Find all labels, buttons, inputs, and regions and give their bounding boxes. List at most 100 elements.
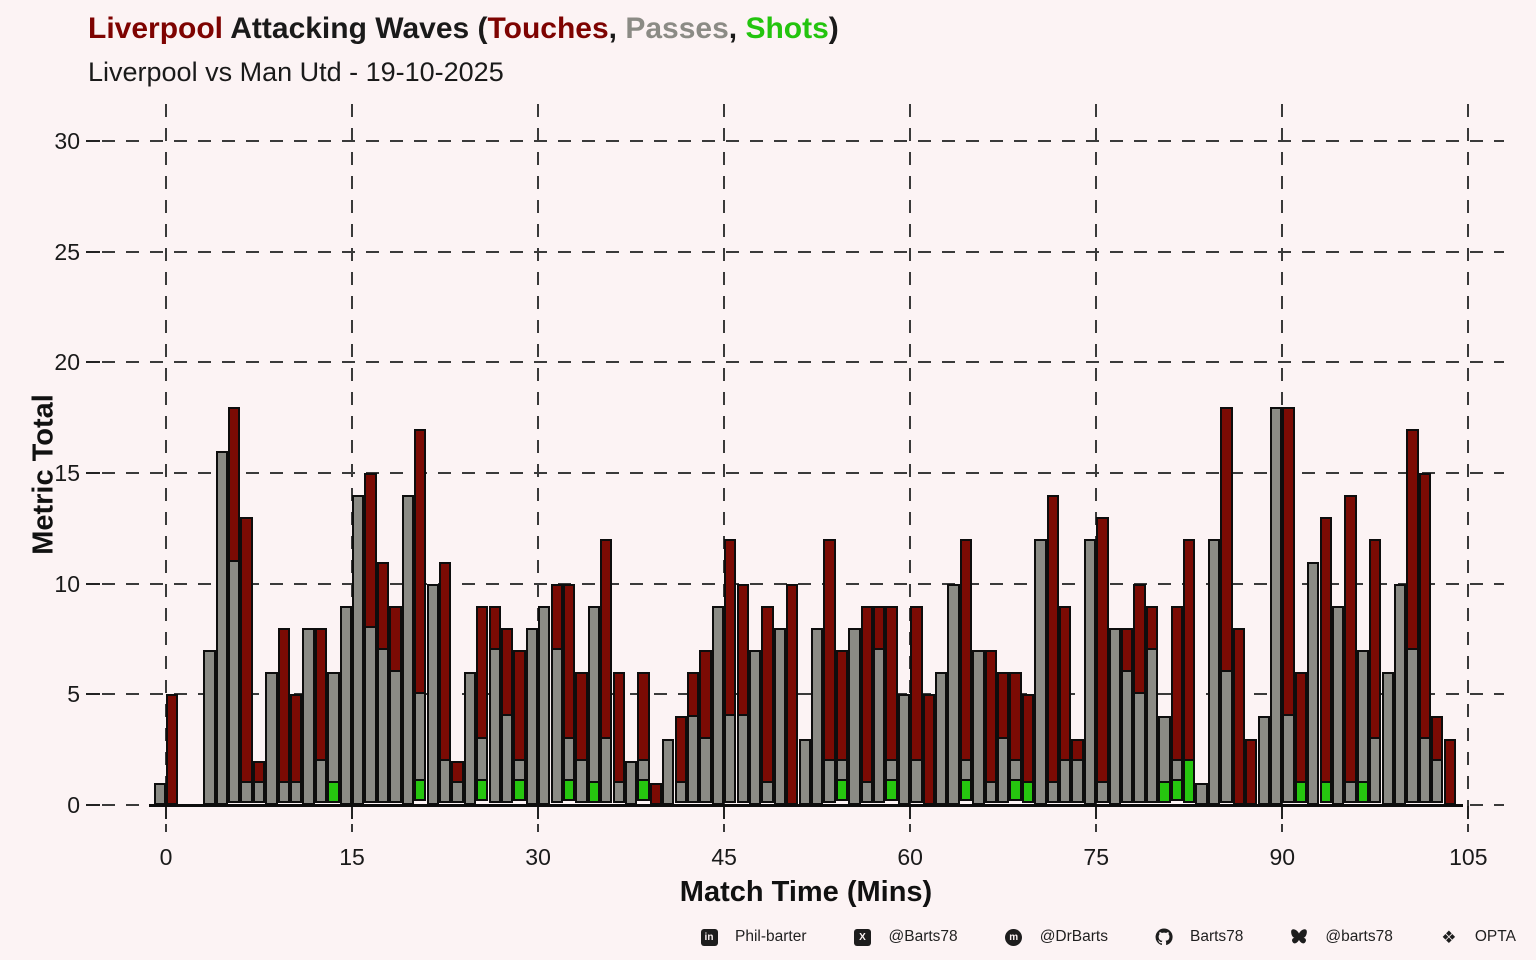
passes-segment	[736, 714, 749, 803]
touches-segment	[575, 672, 588, 761]
passes-segment	[947, 583, 960, 805]
touches-segment	[1059, 605, 1072, 761]
h-gridline-20	[102, 361, 1504, 364]
passes-segment	[1121, 670, 1134, 804]
h-gridline-10	[102, 582, 1504, 585]
bar-minute-93	[1307, 561, 1320, 805]
passes-segment	[438, 758, 452, 804]
bar-minute-37	[612, 672, 625, 803]
bar-minute-21	[414, 428, 427, 801]
touches-segment	[600, 539, 613, 739]
github-icon	[1155, 928, 1173, 946]
footer-item-0: in Phil-barter	[700, 928, 807, 946]
y-tick-20	[86, 361, 100, 364]
passes-segment	[897, 694, 911, 805]
bar-minute-48	[748, 650, 762, 805]
x-tick-label-30: 30	[525, 844, 551, 870]
passes-segment	[1207, 539, 1221, 806]
bar-minute-87	[1232, 627, 1246, 805]
x-tick-60	[909, 806, 912, 819]
h-gridline-15	[102, 472, 1504, 475]
passes-segment	[1071, 758, 1084, 803]
x-tick-label-15: 15	[339, 844, 365, 870]
passes-segment	[414, 692, 427, 781]
bar-minute-78	[1121, 627, 1134, 804]
passes-segment	[277, 780, 290, 803]
passes-segment	[662, 738, 675, 805]
passes-segment	[203, 650, 216, 805]
touches-segment	[1443, 738, 1456, 805]
touches-segment	[1220, 406, 1233, 673]
bar-minute-79	[1133, 583, 1146, 803]
passes-segment	[848, 627, 861, 805]
touches-segment	[513, 650, 526, 761]
passes-segment	[686, 714, 700, 804]
v-gridline-0	[165, 104, 167, 832]
touches-segment	[786, 583, 799, 805]
footer-item-5: ❖ OPTA	[1440, 928, 1516, 946]
bar-minute-45	[711, 605, 725, 806]
touches-segment	[166, 694, 179, 805]
bar-minute-64	[947, 583, 960, 805]
bar-minute-8	[252, 760, 266, 803]
bar-minute-38	[624, 760, 638, 806]
dropbox-icon: ❖	[1441, 927, 1457, 947]
shots-segment	[1009, 778, 1022, 801]
footer-label-5: OPTA	[1474, 928, 1516, 945]
touches-segment	[1046, 495, 1059, 783]
bar-minute-63	[935, 672, 948, 806]
x-tick-45	[723, 806, 726, 819]
footer-item-4: @barts78	[1290, 928, 1393, 946]
passes-segment	[352, 495, 365, 805]
x-tick-105	[1467, 806, 1470, 819]
y-tick-label-0: 0	[67, 792, 80, 818]
bar-minute-46	[724, 539, 737, 803]
v-gridline-30	[537, 104, 540, 832]
title-mid: Attacking Waves (	[223, 12, 488, 45]
touches-segment	[240, 517, 253, 783]
chart-title: Liverpool Attacking Waves (Touches, Pass…	[88, 12, 839, 46]
passes-segment	[339, 605, 352, 806]
passes-segment	[1307, 561, 1320, 805]
passes-segment	[302, 627, 315, 805]
bar-minute-95	[1331, 605, 1345, 806]
touches-segment	[1096, 517, 1109, 783]
v-gridline-45	[723, 104, 726, 832]
bar-minute-19	[389, 605, 402, 804]
touches-segment	[686, 672, 700, 717]
passes-segment	[513, 758, 526, 781]
shots-segment	[637, 778, 650, 801]
passes-segment	[1059, 758, 1072, 804]
bar-minute-25	[463, 672, 477, 806]
touches-segment	[376, 561, 390, 651]
bluesky-icon	[1290, 928, 1308, 946]
passes-segment	[935, 672, 948, 806]
title-team: Liverpool	[88, 12, 224, 45]
x-tick-label-60: 60	[897, 844, 923, 870]
touches-segment	[314, 627, 328, 761]
h-gridline-30	[102, 140, 1504, 143]
passes-segment	[500, 714, 514, 803]
y-tick-label-25: 25	[54, 238, 80, 265]
bar-minute-58	[873, 605, 886, 804]
linkedin-icon: in	[700, 928, 718, 946]
shots-segment	[835, 778, 849, 801]
bar-minute-10	[277, 627, 290, 803]
bar-minute-76	[1096, 517, 1109, 803]
bar-minute-4	[203, 650, 216, 805]
touches-segment	[228, 406, 241, 562]
passes-segment	[1356, 650, 1370, 783]
passes-segment	[612, 780, 625, 803]
v-gridline-15	[351, 104, 354, 832]
bar-minute-101	[1406, 428, 1419, 803]
touches-segment	[277, 627, 290, 783]
title-close: )	[828, 12, 839, 45]
touches-segment	[699, 650, 712, 739]
passes-segment	[1220, 670, 1233, 804]
v-gridline-75	[1095, 104, 1098, 832]
bar-minute-26	[476, 605, 489, 802]
passes-segment	[1406, 648, 1419, 803]
touches-segment	[823, 539, 836, 761]
passes-segment	[885, 758, 898, 781]
x-axis-title: Match Time (Mins)	[679, 876, 933, 908]
